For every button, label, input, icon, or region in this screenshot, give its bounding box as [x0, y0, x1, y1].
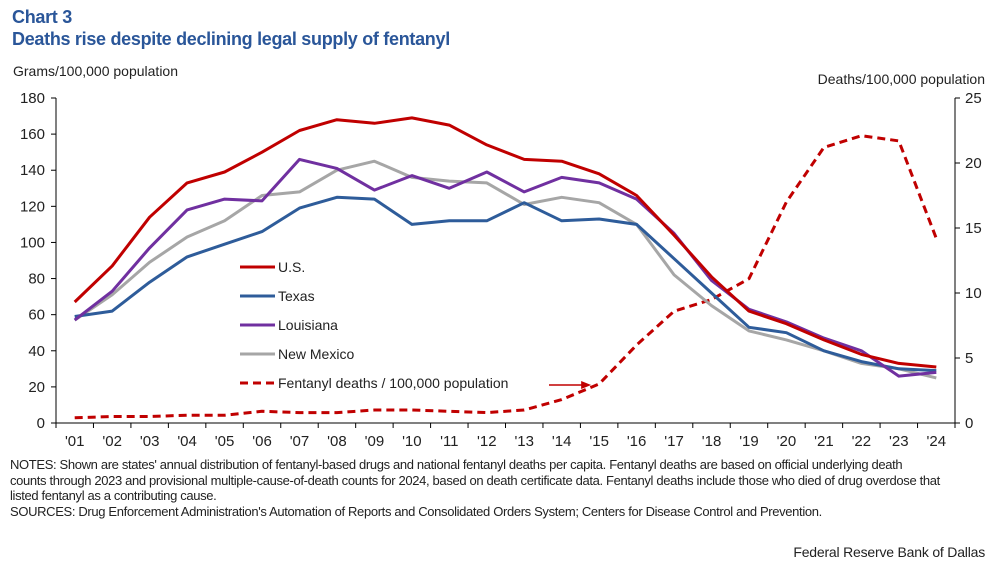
notes: NOTES: Shown are states' annual distribu…: [10, 457, 940, 519]
arrow-head-icon: [581, 381, 592, 389]
x-tick-label: '17: [664, 433, 684, 450]
axes: 0 20 40 60 80 100 120 140 160 180 0 5 10 15 20 25 '01 '02…: [20, 90, 982, 450]
y-left-tick-label: 0: [37, 415, 45, 432]
legend-item-u-s: U.S.: [240, 259, 305, 275]
legend-label: New Mexico: [278, 346, 354, 362]
y-right-tick-label: 10: [965, 285, 982, 302]
y-axis-right-label: Deaths/100,000 population: [817, 71, 985, 87]
x-tick-label: '24: [926, 433, 946, 450]
y-left-tick-label: 40: [28, 343, 45, 360]
legend-label: U.S.: [278, 259, 305, 275]
x-tick-label: '13: [514, 433, 534, 450]
y-right-tick-label: 20: [965, 155, 982, 172]
x-tick-label: '20: [777, 433, 797, 450]
y-right-tick-label: 25: [965, 90, 982, 107]
y-right-tick-label: 0: [965, 415, 973, 432]
series-line-texas: [74, 195, 937, 373]
y-right-tick-label: 5: [965, 350, 973, 367]
legend-item-texas: Texas: [240, 288, 315, 304]
chart-plot: 0 20 40 60 80 100 120 140 160 180 0 5 10 15 20 25 '01 '02…: [20, 90, 982, 450]
x-tick-label: '12: [477, 433, 497, 450]
y-left-tick-label: 20: [28, 379, 45, 396]
x-tick-label: '02: [102, 433, 122, 450]
legend-label: Fentanyl deaths / 100,000 population: [278, 375, 508, 391]
series-layer: [73, 116, 938, 420]
legend-label: Louisiana: [278, 317, 338, 333]
y-left-tick-label: 100: [20, 234, 45, 251]
x-tick-label: '14: [552, 433, 572, 450]
credit: Federal Reserve Bank of Dallas: [793, 544, 985, 560]
series-line-new-mexico: [73, 159, 937, 380]
y-left-tick-label: 180: [20, 90, 45, 107]
series-line-louisiana: [73, 157, 937, 378]
x-tick-label: '11: [440, 433, 458, 450]
x-tick-label: '05: [215, 433, 235, 450]
x-tick-label: '10: [402, 433, 422, 450]
y-left-tick-label: 120: [20, 198, 45, 215]
sources-text: SOURCES: Drug Enforcement Administration…: [10, 503, 822, 519]
legend-item-fentanyl-deaths-100-000-population: Fentanyl deaths / 100,000 population: [240, 375, 508, 391]
chart-number: Chart 3: [12, 7, 72, 27]
x-tick-label: '08: [327, 433, 347, 450]
x-tick-label: '23: [889, 433, 909, 450]
notes-text: NOTES: Shown are states' annual distribu…: [10, 457, 940, 503]
y-left-tick-label: 80: [28, 271, 45, 288]
legend-item-louisiana: Louisiana: [240, 317, 338, 333]
series-texas: [74, 195, 937, 373]
series-new-mexico: [73, 159, 937, 380]
x-tick-label: '15: [589, 433, 609, 450]
x-tick-label: '09: [365, 433, 385, 450]
x-tick-label: '18: [702, 433, 722, 450]
legend-item-new-mexico: New Mexico: [240, 346, 354, 362]
x-tick-label: '03: [140, 433, 160, 450]
annotation-arrow: [549, 381, 592, 389]
y-left-tick-label: 140: [20, 162, 45, 179]
series-line-u-s: [73, 116, 937, 369]
x-tick-label: '21: [814, 433, 834, 450]
legend: U.S. Texas Louisiana New Mexico Fentanyl dea…: [240, 259, 592, 391]
series-louisiana: [73, 157, 937, 378]
y-left-tick-label: 60: [28, 307, 45, 324]
y-left-tick-label: 160: [20, 126, 45, 143]
series-fentanyl-deaths-100-000-population: [74, 134, 938, 420]
series-u-s: [73, 116, 937, 369]
x-tick-label: '19: [739, 433, 759, 450]
x-tick-label: '22: [852, 433, 872, 450]
y-axis-left-label: Grams/100,000 population: [13, 63, 178, 79]
x-tick-label: '01: [65, 433, 85, 450]
x-tick-label: '06: [252, 433, 272, 450]
x-tick-label: '04: [177, 433, 197, 450]
chart-title: Deaths rise despite declining legal supp…: [12, 29, 450, 49]
x-tick-label: '07: [290, 433, 310, 450]
x-tick-label: '16: [627, 433, 647, 450]
series-line-fentanyl-deaths-100-000-population: [74, 134, 938, 420]
y-right-tick-label: 15: [965, 220, 982, 237]
legend-label: Texas: [278, 288, 315, 304]
